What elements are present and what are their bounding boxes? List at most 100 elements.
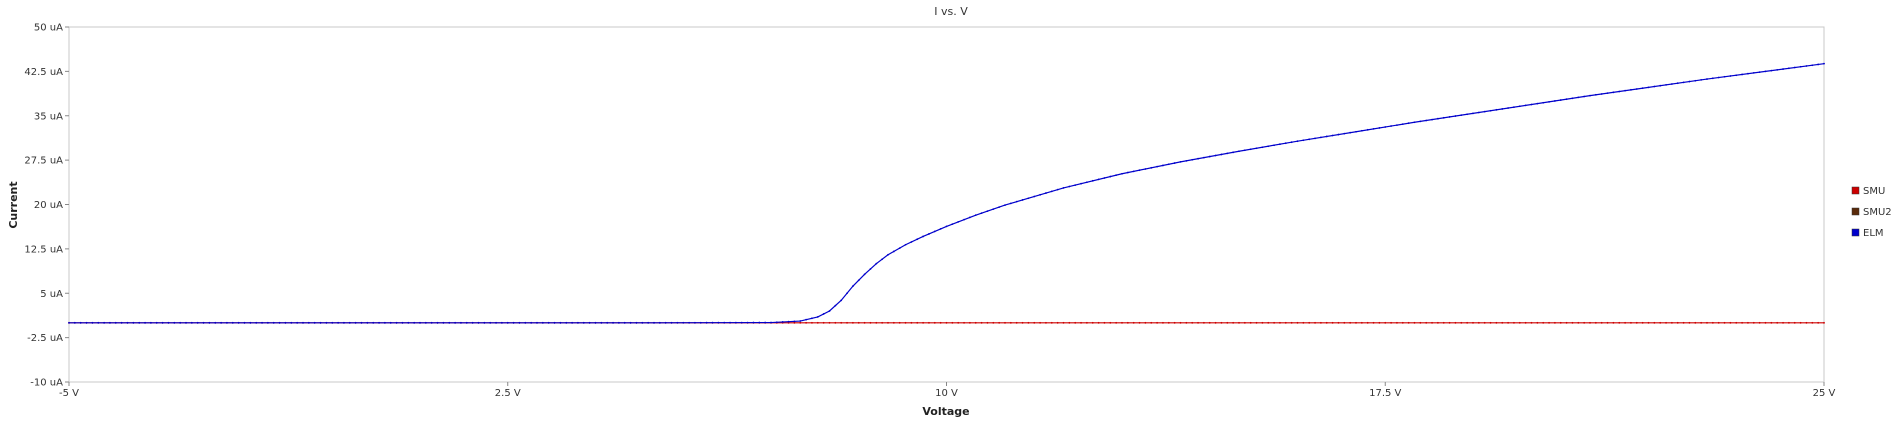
data-point	[1706, 78, 1708, 80]
data-point	[729, 321, 731, 324]
data-point	[79, 321, 82, 324]
data-point	[231, 321, 234, 324]
data-point	[1401, 123, 1404, 126]
data-point	[1308, 138, 1311, 141]
data-point	[1723, 75, 1726, 78]
data-point	[1507, 107, 1509, 109]
data-point	[1097, 178, 1100, 181]
legend: SMU SMU2 ELM	[1851, 186, 1892, 239]
data-point	[1442, 116, 1445, 119]
data-point	[1600, 93, 1603, 95]
data-point	[343, 321, 345, 324]
data-point	[1653, 321, 1656, 324]
data-point	[1589, 94, 1591, 97]
data-point	[1179, 161, 1182, 163]
data-point	[1320, 136, 1322, 139]
data-point	[834, 304, 837, 307]
data-point	[811, 321, 813, 324]
data-point	[1056, 188, 1059, 191]
data-point	[957, 321, 960, 324]
data-point	[1337, 321, 1340, 324]
data-point	[1249, 321, 1252, 324]
data-point	[828, 310, 831, 312]
data-point	[360, 321, 363, 324]
data-point	[103, 321, 105, 324]
data-point	[682, 321, 685, 324]
data-point	[1320, 321, 1322, 324]
data-point	[114, 321, 117, 324]
data-point	[787, 320, 790, 323]
data-point	[512, 321, 515, 324]
data-point	[928, 321, 930, 324]
data-point	[1261, 146, 1264, 149]
data-point	[249, 321, 252, 324]
data-point	[869, 268, 872, 270]
data-point	[1694, 79, 1697, 82]
data-point	[155, 321, 158, 324]
data-point	[1384, 321, 1387, 324]
data-point	[471, 321, 474, 324]
data-point	[1349, 131, 1352, 134]
data-point	[1325, 135, 1328, 138]
data-point	[799, 321, 802, 324]
data-point	[1033, 321, 1036, 324]
data-point	[1080, 321, 1082, 324]
data-point	[582, 321, 585, 324]
data-point	[1162, 164, 1164, 167]
data-point	[1150, 166, 1153, 169]
data-point	[1747, 72, 1749, 75]
data-point	[1208, 321, 1211, 324]
data-point	[752, 321, 755, 324]
data-point	[1191, 158, 1194, 161]
data-point	[1711, 77, 1714, 80]
data-point	[1647, 86, 1650, 89]
data-point	[1226, 321, 1229, 324]
data-point	[1594, 321, 1597, 324]
data-point	[881, 258, 884, 261]
data-point	[1665, 83, 1667, 86]
y-axis-ticks: 50 uA 42.5 uA 35 uA 27.5 uA 20 uA 12.5 uA 5 uA…	[24, 23, 69, 389]
data-point	[1477, 321, 1480, 324]
data-point	[939, 228, 942, 230]
data-point	[1009, 321, 1012, 324]
data-point	[974, 321, 977, 324]
data-point	[1173, 321, 1176, 324]
data-point	[1437, 321, 1439, 324]
data-point	[857, 279, 860, 282]
data-point	[547, 321, 550, 324]
legend-swatch	[1851, 228, 1860, 237]
data-point	[1653, 85, 1656, 88]
series-points-elm	[68, 62, 1825, 324]
data-point	[413, 321, 416, 324]
data-point	[1635, 88, 1638, 90]
data-point	[1355, 321, 1357, 324]
data-point	[892, 250, 895, 253]
data-point	[1618, 321, 1621, 324]
data-point	[1694, 321, 1697, 324]
data-point	[1524, 321, 1527, 324]
data-point	[1232, 321, 1235, 324]
data-point	[1729, 321, 1732, 324]
data-point	[1717, 321, 1720, 324]
data-point	[1565, 321, 1568, 324]
data-point	[1419, 321, 1422, 324]
data-point	[1659, 321, 1662, 324]
data-point	[1676, 321, 1679, 324]
data-point	[1109, 175, 1112, 178]
data-point	[1472, 112, 1474, 115]
data-point	[1635, 321, 1638, 324]
data-point	[1132, 170, 1135, 173]
data-point	[1671, 83, 1673, 85]
data-point	[536, 321, 538, 324]
data-point	[1501, 108, 1504, 110]
data-point	[904, 243, 907, 246]
legend-swatch	[1851, 186, 1860, 195]
data-point	[1203, 156, 1205, 159]
data-point	[1167, 163, 1170, 166]
data-point	[202, 321, 205, 324]
data-point	[1197, 321, 1199, 324]
data-point	[1489, 321, 1492, 324]
data-point	[1138, 321, 1141, 324]
data-point	[1641, 321, 1644, 324]
data-point	[1688, 80, 1691, 83]
